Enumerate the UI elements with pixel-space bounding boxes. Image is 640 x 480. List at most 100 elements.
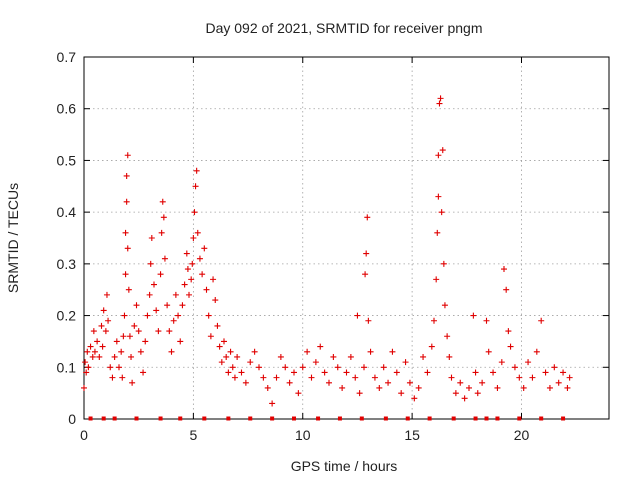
data-point	[170, 317, 177, 324]
data-point	[444, 333, 451, 340]
data-point	[446, 353, 453, 360]
data-point	[123, 198, 130, 205]
data-point	[321, 369, 328, 376]
data-point	[472, 369, 479, 376]
data-point	[111, 353, 118, 360]
data-point	[428, 343, 435, 350]
x-axis-label: GPS time / hours	[291, 458, 398, 474]
data-point	[179, 302, 186, 309]
data-point	[308, 374, 315, 381]
x-tick-label: 20	[514, 427, 530, 443]
data-point	[223, 353, 230, 360]
data-point	[221, 338, 227, 345]
data-point	[128, 353, 135, 360]
baseline-marker	[337, 416, 342, 421]
data-point	[122, 271, 129, 278]
data-point	[161, 255, 168, 262]
data-point	[538, 317, 545, 324]
data-point	[238, 369, 245, 376]
x-tick-label: 5	[189, 427, 197, 443]
data-point	[402, 359, 409, 366]
data-point	[166, 328, 173, 335]
axis-ticks: 0 0.1 0.2 0.3 0.4 0.5 0.6 0.7 0 5 10 15 20	[57, 49, 609, 443]
data-point	[546, 384, 553, 391]
data-point	[448, 374, 455, 381]
data-point	[190, 235, 197, 241]
data-point	[124, 152, 131, 159]
data-point	[205, 312, 212, 319]
data-point	[438, 209, 445, 216]
data-point	[520, 384, 527, 391]
data-point	[121, 312, 128, 319]
data-point	[201, 245, 208, 252]
data-point	[347, 353, 354, 360]
baseline-marker	[427, 416, 432, 421]
data-point	[81, 384, 87, 391]
data-point	[181, 281, 188, 288]
baseline-marker	[517, 416, 522, 421]
data-point	[291, 369, 297, 376]
baseline-marker	[539, 416, 544, 421]
data-point	[479, 379, 486, 386]
data-point	[339, 384, 346, 391]
data-point	[282, 364, 289, 371]
data-point	[129, 379, 136, 386]
data-point	[148, 235, 155, 241]
data-point	[133, 302, 140, 309]
data-point	[398, 390, 405, 397]
data-point	[431, 317, 437, 324]
data-point	[439, 147, 446, 154]
data-point	[251, 348, 258, 355]
baseline-marker	[484, 416, 489, 421]
data-point	[160, 214, 167, 221]
data-point	[424, 369, 431, 376]
data-point	[196, 255, 203, 262]
data-point	[123, 172, 130, 179]
data-point	[503, 286, 510, 293]
data-point	[452, 390, 459, 397]
data-point	[485, 348, 492, 355]
data-point	[474, 390, 481, 397]
y-tick-label: 0.3	[57, 256, 77, 272]
data-point	[564, 384, 571, 391]
data-point	[188, 276, 195, 283]
data-point	[356, 390, 363, 397]
data-point	[210, 276, 217, 283]
data-point	[299, 364, 306, 371]
data-point	[218, 359, 225, 366]
data-point	[164, 302, 171, 309]
data-point	[199, 271, 206, 278]
baseline-marker	[101, 416, 106, 421]
data-point	[354, 312, 361, 319]
data-point	[516, 374, 523, 381]
chart-title: Day 092 of 2021, SRMTID for receiver png…	[205, 20, 482, 36]
data-point	[242, 379, 249, 386]
baseline-markers	[88, 416, 566, 421]
data-point	[203, 286, 210, 293]
data-point	[168, 348, 175, 355]
data-point	[120, 333, 127, 340]
data-point	[376, 384, 383, 391]
data-point	[247, 359, 254, 366]
data-point	[256, 364, 262, 371]
baseline-marker	[158, 416, 163, 421]
data-point	[98, 322, 105, 329]
data-point	[87, 343, 94, 350]
data-point	[207, 333, 214, 340]
data-point	[214, 322, 221, 329]
data-point	[511, 364, 518, 371]
baseline-marker	[451, 416, 456, 421]
data-point	[94, 338, 101, 345]
y-tick-label: 0.6	[57, 101, 77, 117]
data-point	[560, 369, 567, 376]
baseline-marker	[383, 416, 388, 421]
data-point	[330, 353, 337, 360]
data-point	[99, 343, 106, 350]
data-point	[131, 322, 138, 329]
data-point	[153, 307, 160, 314]
data-point	[227, 348, 234, 355]
data-point	[362, 271, 369, 278]
y-tick-label: 0.4	[57, 204, 77, 220]
data-point	[140, 369, 147, 376]
